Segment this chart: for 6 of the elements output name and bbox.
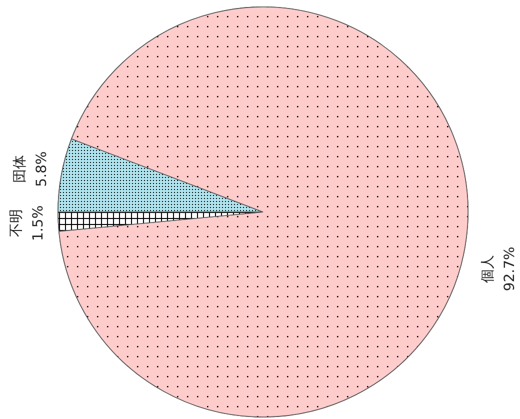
slice-label: 不明 [8, 209, 24, 238]
data-label: 92.7% [502, 246, 518, 292]
slice-label: 個人 [480, 254, 496, 283]
data-label: 5.8% [34, 151, 50, 187]
slice-label: 団体 [12, 155, 28, 184]
data-label: 1.5% [30, 205, 46, 241]
